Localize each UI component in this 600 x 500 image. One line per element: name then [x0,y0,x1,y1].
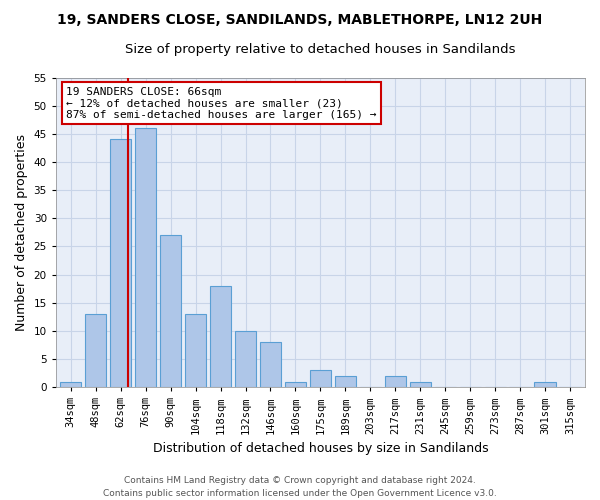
Bar [385,376,406,387]
Text: 19 SANDERS CLOSE: 66sqm
← 12% of detached houses are smaller (23)
87% of semi-de: 19 SANDERS CLOSE: 66sqm ← 12% of detache… [67,87,377,120]
Text: Contains HM Land Registry data © Crown copyright and database right 2024.
Contai: Contains HM Land Registry data © Crown c… [103,476,497,498]
Bar [260,342,281,387]
Bar [235,331,256,387]
Bar [535,382,556,387]
Bar [285,382,306,387]
Bar [110,140,131,387]
Text: 19, SANDERS CLOSE, SANDILANDS, MABLETHORPE, LN12 2UH: 19, SANDERS CLOSE, SANDILANDS, MABLETHOR… [58,12,542,26]
Y-axis label: Number of detached properties: Number of detached properties [15,134,28,331]
Bar [135,128,157,387]
Bar [410,382,431,387]
X-axis label: Distribution of detached houses by size in Sandilands: Distribution of detached houses by size … [152,442,488,455]
Title: Size of property relative to detached houses in Sandilands: Size of property relative to detached ho… [125,42,515,56]
Bar [210,286,231,387]
Bar [310,370,331,387]
Bar [60,382,82,387]
Bar [335,376,356,387]
Bar [85,314,106,387]
Bar [160,235,181,387]
Bar [185,314,206,387]
